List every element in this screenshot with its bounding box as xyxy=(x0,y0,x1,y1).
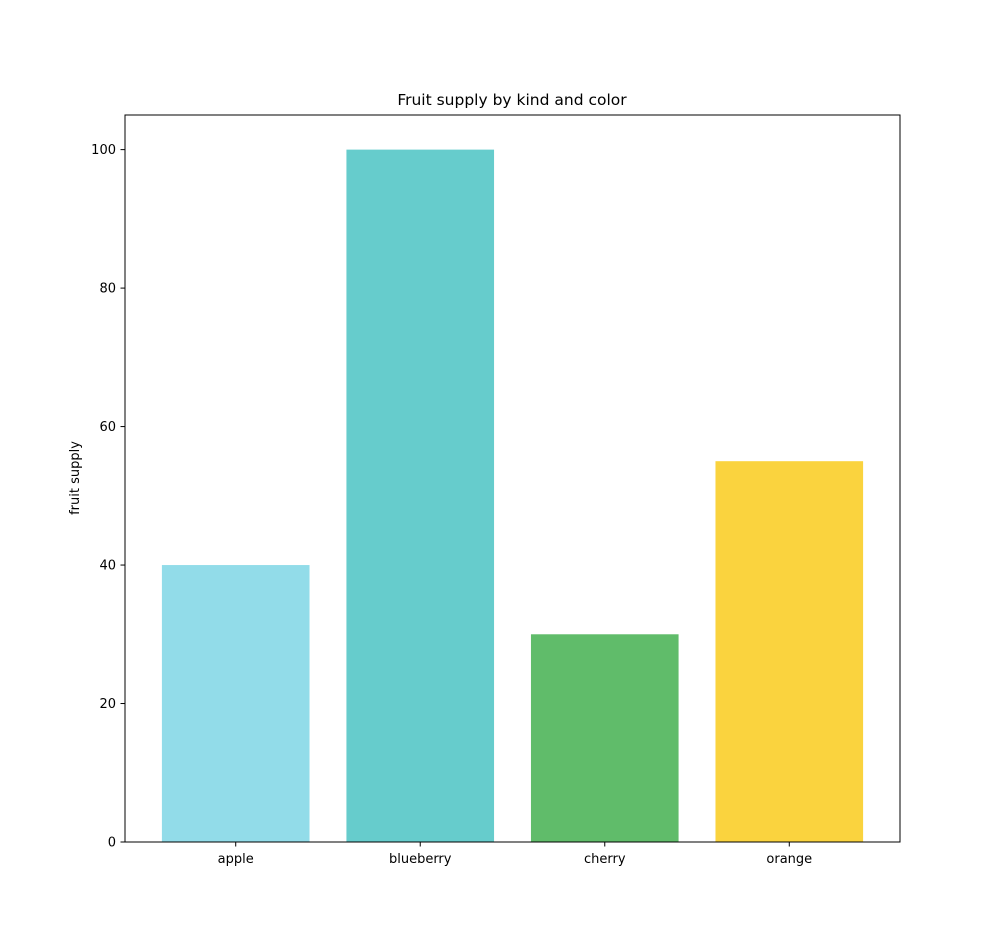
y-tick-label: 20 xyxy=(99,697,116,712)
x-tick-label-blueberry: blueberry xyxy=(389,852,452,867)
y-tick-label: 80 xyxy=(99,282,116,297)
plot-frame xyxy=(124,114,901,843)
bar-orange xyxy=(715,461,864,842)
y-axis-label: fruit supply xyxy=(68,441,83,515)
bars-group xyxy=(161,149,864,843)
x-tick-label-apple: apple xyxy=(218,852,254,867)
x-axis: apple blueberry cherry orange xyxy=(218,842,812,867)
bar-blueberry xyxy=(346,149,495,843)
y-tick-label: 40 xyxy=(99,559,116,574)
x-tick-label-cherry: cherry xyxy=(584,852,626,867)
y-tick-label: 100 xyxy=(91,143,116,158)
x-tick-label-orange: orange xyxy=(766,852,812,867)
y-axis: 0 20 40 60 80 100 xyxy=(91,143,125,851)
y-tick-label: 60 xyxy=(99,420,116,435)
bar-apple xyxy=(161,565,310,842)
y-tick-label: 0 xyxy=(108,836,116,851)
chart-title: Fruit supply by kind and color xyxy=(397,91,627,109)
bar-cherry xyxy=(530,634,679,842)
